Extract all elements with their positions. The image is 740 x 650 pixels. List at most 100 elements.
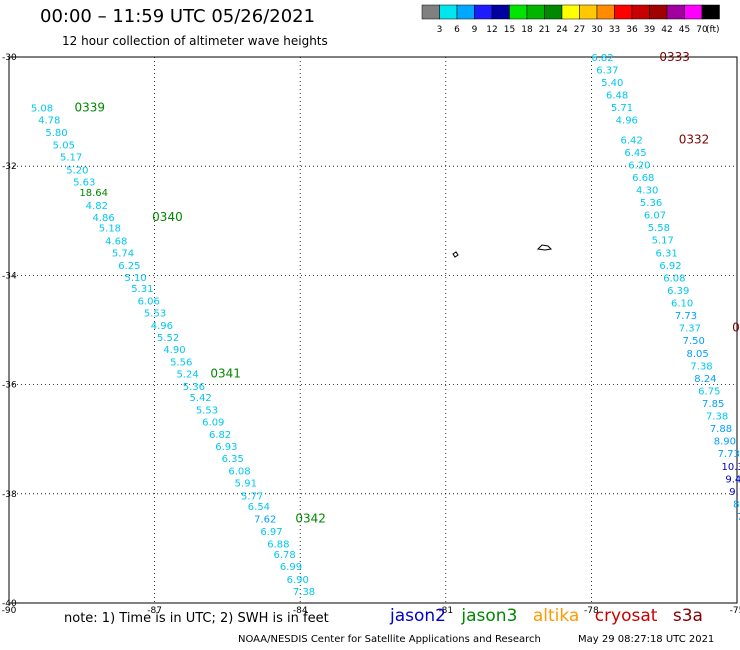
swh-value: 7.85 [702, 399, 724, 410]
island-outline [536, 244, 553, 251]
footer-note: note: 1) Time is in UTC; 2) SWH is in fe… [64, 611, 329, 626]
swh-value: 5.63 [73, 177, 95, 188]
swh-value: 7.73 [718, 449, 740, 460]
swh-value: 5.40 [601, 78, 623, 89]
color-tick: 18 [521, 25, 533, 35]
swh-value: 7.62 [254, 515, 276, 526]
color-tick: 70 [696, 25, 708, 35]
swh-value: 6.97 [260, 527, 282, 538]
pass-time-label: 0339 [75, 101, 106, 115]
color-tick: 15 [504, 25, 515, 35]
swh-value: 4.96 [616, 116, 638, 127]
swh-value: 6.37 [596, 65, 618, 76]
color-tick: 24 [556, 25, 568, 35]
swh-value: 6.25 [118, 261, 140, 272]
swh-color-scale: 3 6 9 12 15 18 21 24 27 30 33 36 39 42 45 70(ft) [421, 4, 720, 35]
color-tick: 33 [609, 25, 620, 35]
y-tick-label: -32 [2, 162, 17, 172]
pass-time-label: 0340 [152, 210, 183, 224]
swh-value: 6.20 [628, 160, 650, 171]
swh-value: 6.39 [667, 286, 689, 297]
swh-value: 4.68 [105, 236, 127, 247]
swh-value: 6.82 [591, 53, 613, 64]
swh-value: 5.17 [60, 153, 82, 164]
swh-value: 5.53 [144, 308, 166, 319]
swh-value: 7.38 [706, 412, 728, 423]
x-tick-label: -87 [147, 606, 162, 616]
swh-value: 9.47 [725, 474, 740, 485]
y-tick-label: -30 [2, 53, 17, 63]
swh-value: 6.09 [202, 418, 224, 429]
swh-value: 6.68 [632, 173, 654, 184]
swh-value: 5.24 [176, 370, 198, 381]
swh-value: 4.96 [151, 321, 173, 332]
y-tick-label: -34 [2, 271, 17, 281]
color-tick: 21 [539, 25, 550, 35]
pass-time-label: 0333 [659, 50, 690, 64]
color-tick: 36 [626, 25, 638, 35]
color-swatch [701, 4, 720, 20]
timestamp-text: May 29 08:27:18 UTC 2021 [578, 634, 715, 645]
swh-value: 4.82 [86, 201, 108, 212]
y-tick-label: -36 [2, 381, 17, 391]
swh-value: 10.35 [721, 462, 740, 473]
x-tick-label: -84 [293, 606, 308, 616]
color-unit: (ft) [706, 25, 720, 35]
legend-altika: altika [532, 606, 580, 626]
color-tick: 45 [679, 25, 690, 35]
color-tick: 27 [574, 25, 585, 35]
swh-value: 6.08 [228, 467, 250, 478]
swh-value: 5.56 [170, 357, 192, 368]
swh-value: 5.80 [45, 128, 67, 139]
swh-value: 4.78 [38, 116, 60, 127]
swh-value: 5.91 [235, 479, 257, 490]
swh-value: 7.73 [675, 311, 697, 322]
swh-value: 5.53 [196, 406, 218, 417]
swh-value: 6.90 [287, 575, 309, 586]
swh-value: 5.71 [611, 103, 633, 114]
swh-value: 9.10 [729, 487, 740, 498]
swh-value: 6.82 [209, 430, 231, 441]
swh-value: 6.75 [698, 386, 720, 397]
swh-value: 5.08 [31, 104, 53, 115]
swh-value: 6.10 [671, 299, 693, 310]
x-tick-label: -78 [584, 606, 599, 616]
swh-value: 6.42 [621, 135, 643, 146]
chart-subtitle: 12 hour collection of altimeter wave hei… [62, 34, 328, 48]
legend-jason3: jason3 [461, 606, 518, 626]
swh-value: 4.86 [92, 213, 114, 224]
swh-value: 6.78 [274, 550, 296, 561]
swh-value: 6.35 [222, 454, 244, 465]
swh-value: 6.92 [659, 261, 681, 272]
x-tick-label: -81 [438, 606, 453, 616]
pass-time-label: 0331 [732, 321, 740, 335]
plot-frame [8, 56, 738, 604]
credit-text: NOAA/NESDIS Center for Satellite Applica… [238, 634, 541, 645]
color-tick: 12 [486, 25, 497, 35]
pass-time-label: 0342 [295, 512, 326, 526]
swh-value: 6.06 [138, 296, 160, 307]
color-tick: 6 [454, 25, 460, 35]
color-tick: 30 [591, 25, 603, 35]
swh-value: 8.90 [714, 437, 736, 448]
chart-title: 00:00 – 11:59 UTC 05/26/2021 [40, 6, 316, 27]
swh-value: 5.10 [125, 273, 147, 284]
swh-value: 5.20 [66, 165, 88, 176]
y-tick-label: -40 [2, 599, 17, 609]
swh-value: 5.36 [183, 382, 205, 393]
swh-value: 5.74 [112, 248, 134, 259]
legend-s3a: s3a [672, 606, 703, 626]
swh-value: 5.05 [53, 141, 75, 152]
swh-value: 5.17 [652, 236, 674, 247]
x-tick-label: -75 [730, 606, 740, 616]
color-tick: 3 [437, 25, 443, 35]
swh-value: 7.38 [293, 587, 315, 598]
swh-value: 6.54 [248, 502, 270, 513]
swh-value: 8.05 [687, 349, 709, 360]
legend-cryosat: cryosat [594, 606, 658, 626]
swh-value: 7.38 [690, 361, 712, 372]
satellite-legend: jason2 jason3 altika cryosat s3a [390, 606, 713, 626]
color-tick: 42 [661, 25, 672, 35]
swh-value: 8.59 [733, 499, 740, 510]
swh-value: 7.50 [683, 336, 705, 347]
